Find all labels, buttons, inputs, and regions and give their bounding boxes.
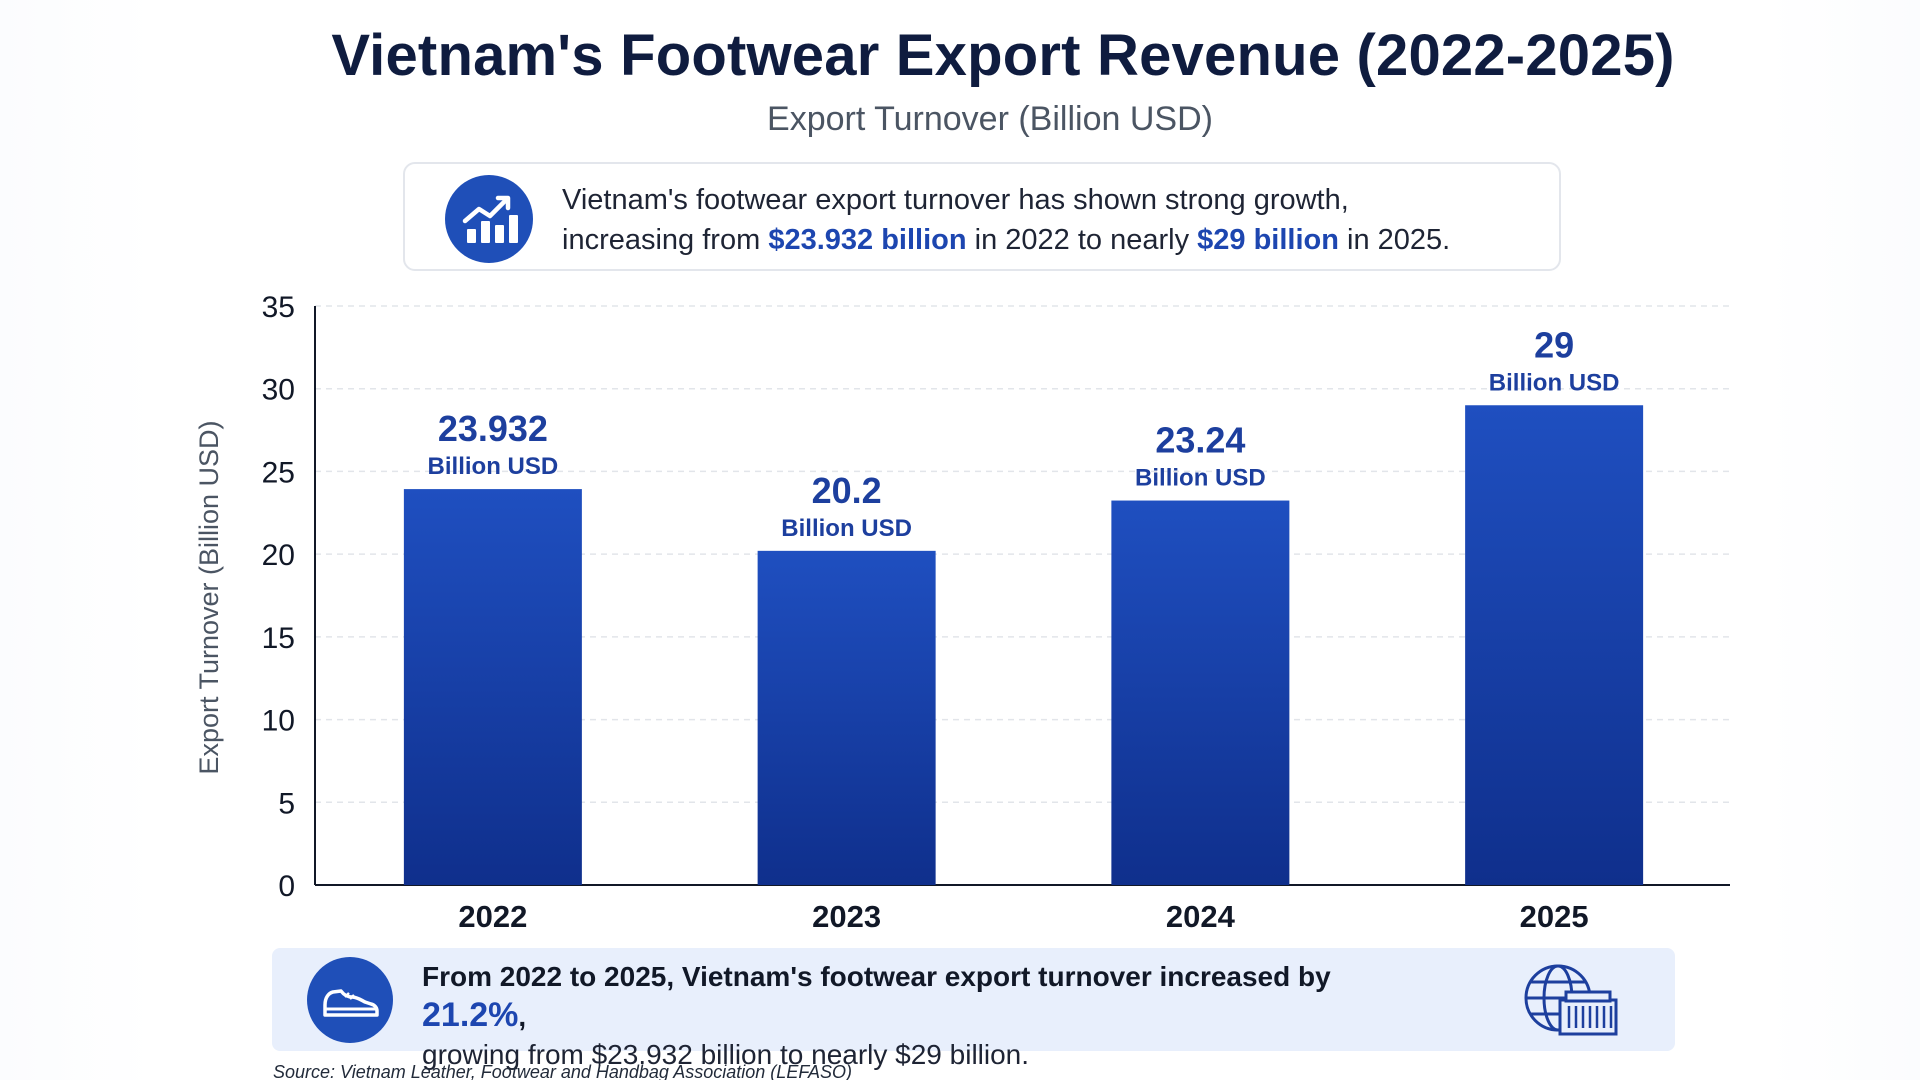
data-label-value: 20.2 bbox=[812, 470, 882, 511]
insight-text-part: in 2022 to nearly bbox=[966, 224, 1198, 256]
summary-line-2: growing from $23.932 billion to nearly $… bbox=[422, 1039, 1030, 1070]
insight-text: Vietnam's footwear export turnover has s… bbox=[562, 180, 1542, 260]
bar-2025 bbox=[1465, 405, 1644, 885]
data-label-value: 23.24 bbox=[1155, 420, 1245, 461]
data-label-unit: Billion USD bbox=[781, 515, 912, 542]
y-tick-label: 15 bbox=[262, 622, 295, 655]
bar-2023 bbox=[757, 550, 936, 885]
summary-text: From 2022 to 2025, Vietnam's footwear ex… bbox=[422, 958, 1422, 1074]
y-tick-label: 30 bbox=[262, 374, 295, 407]
source-note: Source: Vietnam Leather, Footwear and Ha… bbox=[273, 1062, 852, 1080]
data-label-value: 23.932 bbox=[438, 408, 548, 449]
y-tick-label: 25 bbox=[262, 456, 295, 489]
page-title: Vietnam's Footwear Export Revenue (2022-… bbox=[331, 23, 1675, 88]
globe-container-icon bbox=[1522, 962, 1622, 1038]
page-subtitle: Export Turnover (Billion USD) bbox=[767, 100, 1213, 138]
insight-highlight-end-value: $29 billion bbox=[1197, 224, 1339, 256]
y-axis-label: Export Turnover (Billion USD) bbox=[194, 420, 224, 774]
sneaker-icon bbox=[307, 957, 393, 1043]
summary-text-bold: From 2022 to 2025, Vietnam's footwear ex… bbox=[422, 961, 1331, 992]
growth-chart-icon bbox=[445, 175, 533, 263]
insight-highlight-start-value: $23.932 billion bbox=[768, 224, 967, 256]
summary-text-bold-end: , bbox=[518, 1001, 527, 1032]
insight-line-1: Vietnam's footwear export turnover has s… bbox=[562, 184, 1349, 216]
y-tick-label: 5 bbox=[278, 787, 295, 820]
chart-bars bbox=[403, 405, 1644, 885]
data-label-unit: Billion USD bbox=[1135, 465, 1266, 492]
insight-callout: Vietnam's footwear export turnover has s… bbox=[403, 162, 1561, 271]
data-label-value: 29 bbox=[1534, 324, 1574, 365]
summary-banner: From 2022 to 2025, Vietnam's footwear ex… bbox=[272, 948, 1675, 1070]
y-tick-label: 20 bbox=[262, 539, 295, 572]
y-tick-label: 35 bbox=[262, 291, 295, 324]
x-tick-label: 2025 bbox=[1520, 899, 1589, 934]
y-tick-label: 0 bbox=[278, 870, 295, 903]
insight-text-part: increasing from bbox=[562, 224, 769, 256]
bar-2024 bbox=[1111, 500, 1290, 885]
data-label-unit: Billion USD bbox=[1489, 369, 1620, 396]
bar-2022 bbox=[403, 489, 582, 885]
y-tick-label: 10 bbox=[262, 705, 295, 738]
x-tick-label: 2023 bbox=[812, 899, 881, 934]
insight-text-part: in 2025. bbox=[1338, 224, 1451, 256]
x-tick-label: 2022 bbox=[458, 899, 527, 934]
data-label-unit: Billion USD bbox=[428, 453, 559, 480]
x-tick-label: 2024 bbox=[1166, 899, 1236, 934]
growth-percentage: 21.2% bbox=[422, 996, 519, 1034]
